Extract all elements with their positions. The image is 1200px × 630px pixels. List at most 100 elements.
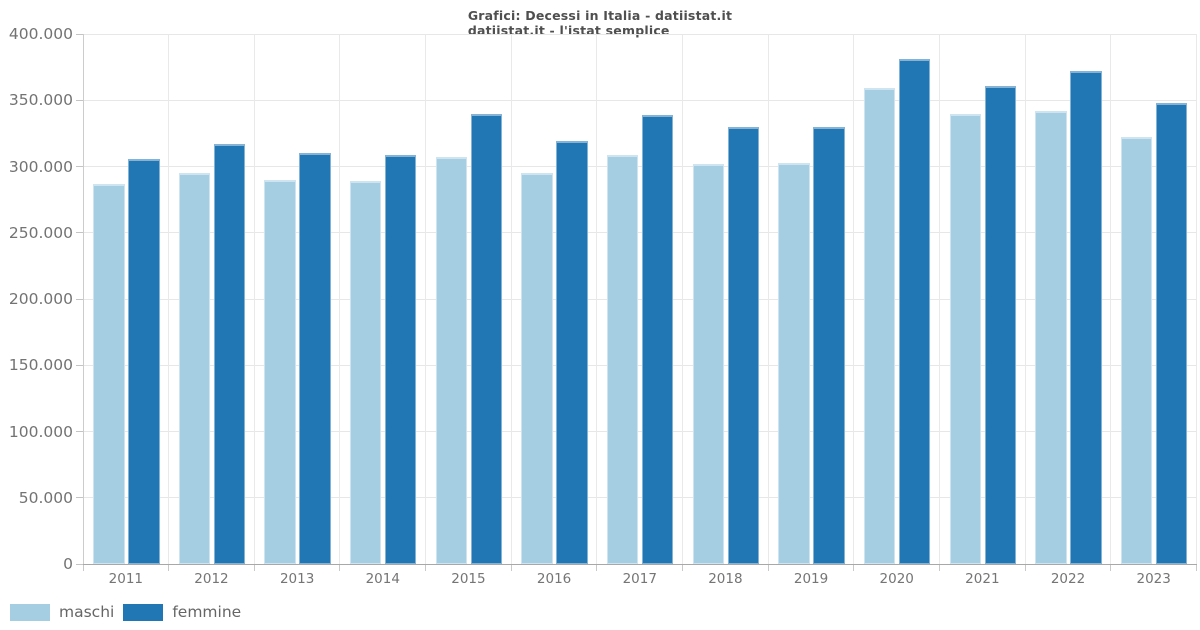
- v-gridline: [767, 34, 769, 564]
- x-axis-tick: [1024, 564, 1026, 571]
- bar-femmine-2022[interactable]: [1070, 71, 1102, 564]
- bar-femmine-2011[interactable]: [128, 158, 160, 564]
- bar-femmine-2016[interactable]: [556, 141, 588, 564]
- v-gridline: [168, 34, 170, 564]
- bar-maschi-2016[interactable]: [521, 173, 553, 564]
- bar-maschi-2019[interactable]: [778, 162, 810, 564]
- x-axis-label: 2020: [879, 571, 914, 587]
- bar-femmine-2019[interactable]: [813, 126, 845, 564]
- h-gridline: [83, 232, 1197, 234]
- legend-item-femmine[interactable]: femmine: [123, 603, 241, 621]
- v-gridline: [510, 34, 512, 564]
- x-axis-label: 2018: [708, 571, 743, 587]
- x-axis-tick: [1110, 564, 1112, 571]
- bar-maschi-2020[interactable]: [863, 88, 896, 564]
- y-axis-tick: [76, 298, 83, 300]
- x-axis-label: 2013: [279, 571, 315, 587]
- v-gridline: [853, 34, 855, 564]
- bar-femmine-2012[interactable]: [213, 143, 246, 564]
- y-axis-label: 100.000: [8, 422, 73, 441]
- y-axis-label: 250.000: [8, 223, 73, 242]
- y-axis-tick: [76, 99, 83, 101]
- bar-maschi-2012[interactable]: [178, 173, 211, 564]
- legend-swatch-maschi: [10, 603, 50, 621]
- h-gridline: [83, 298, 1197, 300]
- bar-maschi-2022[interactable]: [1035, 110, 1067, 564]
- x-axis-label: 2014: [365, 571, 400, 587]
- legend-swatch-femmine: [123, 603, 164, 621]
- x-axis-label: 2022: [1050, 571, 1086, 587]
- x-axis-tick: [1196, 564, 1197, 571]
- h-gridline: [83, 99, 1197, 101]
- bar-femmine-2018[interactable]: [727, 126, 760, 564]
- y-axis-tick: [76, 563, 83, 565]
- x-axis-tick: [682, 564, 684, 571]
- bar-femmine-2017[interactable]: [641, 114, 674, 564]
- bar-maschi-2017[interactable]: [606, 154, 639, 564]
- legend: maschi femmine: [10, 603, 250, 621]
- x-axis-tick: [339, 564, 341, 571]
- bar-femmine-2021[interactable]: [984, 85, 1017, 564]
- bar-maschi-2023[interactable]: [1120, 137, 1153, 564]
- x-axis-tick: [425, 564, 427, 571]
- bar-femmine-2020[interactable]: [898, 59, 931, 564]
- v-gridline: [596, 34, 598, 564]
- x-axis-label: 2019: [793, 571, 829, 587]
- x-axis-tick: [853, 564, 855, 571]
- x-axis-tick: [82, 564, 84, 571]
- bar-maschi-2013[interactable]: [264, 179, 296, 564]
- x-axis-line: [83, 563, 1197, 565]
- v-gridline: [682, 34, 684, 564]
- x-axis-tick: [510, 564, 512, 571]
- bar-femmine-2014[interactable]: [384, 154, 417, 564]
- v-gridline: [1024, 34, 1026, 564]
- h-gridline: [83, 33, 1197, 35]
- y-axis-label: 350.000: [8, 91, 73, 110]
- legend-label-femmine: femmine: [172, 603, 242, 621]
- v-gridline: [939, 34, 941, 564]
- y-axis-tick: [76, 33, 83, 35]
- x-axis-label: 2016: [536, 571, 572, 587]
- v-gridline: [339, 34, 341, 564]
- y-axis-tick: [76, 364, 83, 366]
- y-axis-tick: [76, 232, 83, 234]
- y-axis-tick: [76, 166, 83, 167]
- x-axis-label: 2021: [965, 571, 1000, 587]
- x-axis-label: 2012: [194, 571, 229, 587]
- bar-femmine-2023[interactable]: [1155, 102, 1188, 564]
- x-axis-tick: [767, 564, 769, 571]
- v-gridline: [425, 34, 427, 564]
- y-axis-tick: [76, 431, 83, 432]
- x-axis-tick: [168, 564, 170, 571]
- v-gridline: [253, 34, 255, 564]
- bar-femmine-2015[interactable]: [470, 113, 503, 564]
- y-axis-label: 300.000: [8, 157, 73, 176]
- y-axis-label: 0: [63, 555, 73, 573]
- bar-maschi-2011[interactable]: [93, 183, 125, 564]
- y-axis-line: [82, 34, 84, 564]
- bar-femmine-2013[interactable]: [299, 153, 331, 564]
- bar-maschi-2014[interactable]: [349, 181, 382, 564]
- x-axis-label: 2011: [108, 571, 143, 587]
- x-axis-tick: [596, 564, 598, 571]
- v-gridline: [1196, 34, 1197, 564]
- x-axis-tick: [939, 564, 941, 571]
- y-axis-label: 50.000: [18, 488, 73, 507]
- x-axis-tick: [253, 564, 255, 571]
- chart-subtitle: datiistat.it - l'istat semplice: [467, 22, 670, 38]
- legend-item-maschi[interactable]: maschi: [10, 603, 114, 621]
- y-axis-tick: [76, 497, 83, 499]
- h-gridline: [83, 497, 1197, 499]
- y-axis-label: 400.000: [8, 25, 73, 43]
- x-axis-label: 2015: [451, 571, 486, 587]
- x-axis-label: 2017: [622, 571, 657, 587]
- bar-maschi-2015[interactable]: [435, 157, 468, 564]
- h-gridline: [83, 364, 1197, 366]
- chart-title: Grafici: Decessi in Italia - datiistat.i…: [467, 8, 733, 23]
- bar-maschi-2018[interactable]: [692, 163, 725, 564]
- v-gridline: [1110, 34, 1112, 564]
- x-axis-label: 2023: [1136, 571, 1171, 587]
- legend-label-maschi: maschi: [59, 603, 115, 621]
- bar-maschi-2021[interactable]: [949, 113, 982, 564]
